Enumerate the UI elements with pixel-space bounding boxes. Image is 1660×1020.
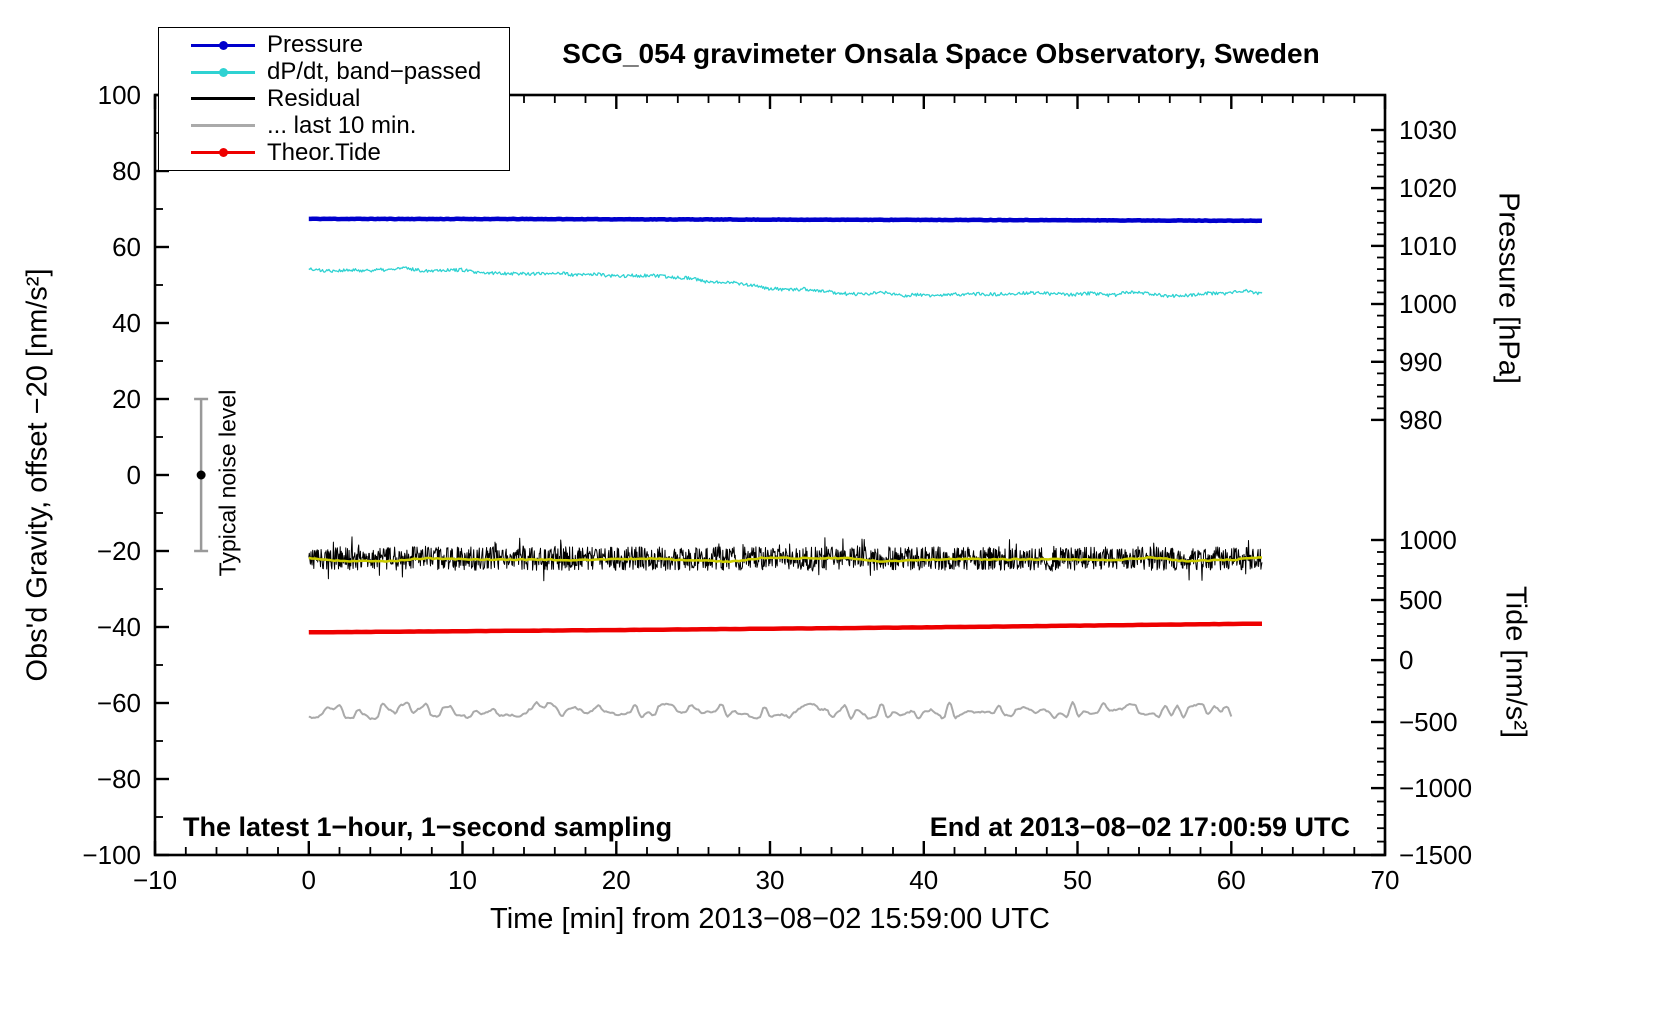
svg-text:500: 500 [1399, 585, 1442, 615]
legend-marker-theortide [191, 148, 255, 158]
legend-label-dpdt: dP/dt, band−passed [267, 58, 482, 86]
svg-text:−100: −100 [82, 840, 141, 870]
svg-text:1000: 1000 [1399, 525, 1457, 555]
legend-item-residual: Residual [159, 84, 509, 112]
svg-text:0: 0 [127, 460, 141, 490]
chart-title: SCG_054 gravimeter Onsala Space Observat… [562, 38, 1320, 69]
svg-text:30: 30 [756, 865, 785, 895]
legend-marker-dpdt [191, 67, 255, 77]
svg-text:1010: 1010 [1399, 231, 1457, 261]
svg-text:20: 20 [602, 865, 631, 895]
svg-text:−10: −10 [133, 865, 177, 895]
svg-text:0: 0 [1399, 645, 1413, 675]
right-tide-axis-label: Tide [nm/s²] [1499, 585, 1532, 739]
svg-text:50: 50 [1063, 865, 1092, 895]
legend-item-pressure: Pressure [159, 31, 509, 59]
x-axis-label: Time [min] from 2013−08−02 15:59:00 UTC [490, 903, 1050, 935]
svg-text:0: 0 [302, 865, 316, 895]
left-y-axis-label: Obs'd Gravity, offset −20 [nm/s²] [21, 268, 54, 682]
legend-label-pressure: Pressure [267, 31, 364, 59]
svg-text:40: 40 [909, 865, 938, 895]
svg-text:10: 10 [448, 865, 477, 895]
end-time-note: End at 2013−08−02 17:00:59 UTC [929, 812, 1350, 842]
right-pressure-axis-label: Pressure [hPa] [1492, 192, 1525, 384]
legend: Pressure dP/dt, band−passed Residual ...… [158, 27, 510, 171]
legend-marker-last10min [191, 124, 255, 128]
sampling-note: The latest 1−hour, 1−second sampling [183, 812, 673, 842]
svg-text:980: 980 [1399, 405, 1442, 435]
svg-text:60: 60 [1217, 865, 1246, 895]
legend-marker-pressure [191, 40, 255, 50]
svg-text:−500: −500 [1399, 707, 1458, 737]
svg-text:100: 100 [98, 80, 141, 110]
legend-label-last10min: ... last 10 min. [267, 111, 417, 139]
svg-text:1030: 1030 [1399, 115, 1457, 145]
noise-level-label: Typical noise level [214, 389, 241, 577]
svg-text:−1000: −1000 [1399, 773, 1472, 803]
svg-text:70: 70 [1371, 865, 1400, 895]
svg-text:1020: 1020 [1399, 173, 1457, 203]
svg-text:40: 40 [112, 308, 141, 338]
legend-marker-residual [191, 97, 255, 101]
legend-label-residual: Residual [267, 84, 361, 112]
svg-text:−80: −80 [97, 764, 141, 794]
svg-text:990: 990 [1399, 347, 1442, 377]
svg-text:1000: 1000 [1399, 289, 1457, 319]
legend-item-last10min: ... last 10 min. [159, 111, 509, 139]
svg-text:20: 20 [112, 384, 141, 414]
legend-item-theortide: Theor.Tide [159, 138, 509, 166]
svg-text:−60: −60 [97, 688, 141, 718]
svg-text:60: 60 [112, 232, 141, 262]
svg-text:−20: −20 [97, 536, 141, 566]
svg-text:−1500: −1500 [1399, 840, 1472, 870]
legend-label-theortide: Theor.Tide [267, 138, 381, 166]
legend-item-dpdt: dP/dt, band−passed [159, 58, 509, 86]
svg-text:80: 80 [112, 156, 141, 186]
svg-text:−40: −40 [97, 612, 141, 642]
